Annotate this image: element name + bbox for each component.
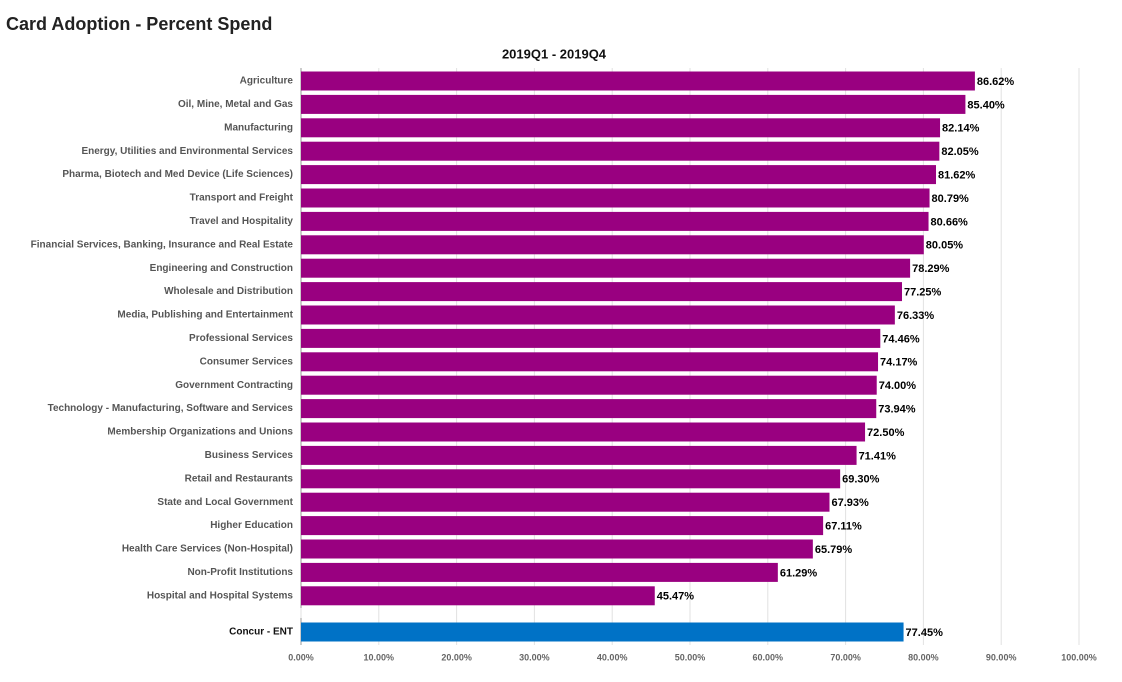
value-label: 67.93% — [831, 497, 869, 509]
category-label: Business Services — [205, 450, 294, 461]
bar — [301, 71, 975, 91]
value-label: 67.11% — [825, 521, 862, 533]
category-label: Retail and Restaurants — [185, 473, 294, 484]
chart-title: Card Adoption - Percent Spend — [6, 14, 272, 34]
value-label: 71.41% — [859, 450, 897, 462]
value-label: 69.30% — [842, 474, 880, 486]
value-label: 82.14% — [942, 123, 980, 135]
bar — [301, 375, 877, 395]
x-tick-label: 20.00% — [441, 652, 472, 662]
value-label: 65.79% — [815, 544, 853, 556]
value-label: 77.45% — [906, 627, 944, 639]
value-label: 78.29% — [912, 263, 950, 275]
bar — [301, 211, 929, 231]
category-label: Technology - Manufacturing, Software and… — [48, 403, 294, 414]
category-label: Wholesale and Distribution — [164, 286, 293, 297]
category-label: Consumer Services — [200, 356, 294, 367]
value-label: 74.00% — [879, 380, 917, 392]
value-label: 73.94% — [878, 404, 916, 416]
category-label: Energy, Utilities and Environmental Serv… — [81, 146, 293, 157]
bar — [301, 165, 937, 185]
bar — [301, 188, 930, 208]
x-tick-label: 80.00% — [908, 652, 939, 662]
category-label: Concur - ENT — [229, 627, 293, 638]
x-tick-label: 60.00% — [753, 652, 784, 662]
x-tick-label: 70.00% — [830, 652, 861, 662]
bar — [301, 141, 940, 161]
bar — [301, 258, 911, 278]
value-label: 85.40% — [967, 99, 1005, 111]
category-label: Transport and Freight — [190, 193, 294, 204]
bar — [301, 305, 895, 325]
category-label: Agriculture — [240, 76, 294, 87]
category-label: Oil, Mine, Metal and Gas — [178, 99, 293, 110]
bar — [301, 562, 778, 582]
value-label: 61.29% — [780, 567, 818, 579]
category-label: Membership Organizations and Unions — [107, 427, 293, 438]
value-label: 72.50% — [867, 427, 905, 439]
category-label: Non-Profit Institutions — [187, 567, 293, 578]
category-label: State and Local Government — [157, 497, 293, 508]
category-label: Travel and Hospitality — [190, 216, 294, 227]
category-label: Government Contracting — [175, 380, 293, 391]
value-label: 81.62% — [938, 170, 976, 182]
bar — [301, 399, 877, 419]
category-label: Media, Publishing and Entertainment — [117, 310, 293, 321]
category-label: Higher Education — [210, 520, 293, 531]
bar — [301, 94, 966, 114]
value-label: 80.79% — [932, 193, 970, 205]
value-label: 76.33% — [897, 310, 935, 322]
category-label: Financial Services, Banking, Insurance a… — [31, 239, 294, 250]
value-label: 77.25% — [904, 287, 942, 299]
category-label: Health Care Services (Non-Hospital) — [122, 544, 293, 555]
category-label: Hospital and Hospital Systems — [147, 590, 294, 601]
bar — [301, 469, 841, 489]
value-label: 86.62% — [977, 76, 1015, 88]
value-label: 74.46% — [882, 333, 920, 345]
x-tick-label: 100.00% — [1061, 652, 1097, 662]
category-label: Professional Services — [189, 333, 293, 344]
bar — [301, 492, 830, 512]
x-tick-label: 30.00% — [519, 652, 550, 662]
value-label: 45.47% — [657, 591, 695, 603]
bar — [301, 622, 904, 642]
bar — [301, 328, 881, 348]
value-label: 74.17% — [880, 357, 918, 369]
bar — [301, 282, 903, 302]
x-tick-label: 50.00% — [675, 652, 706, 662]
value-label: 80.05% — [926, 240, 964, 252]
bar — [301, 422, 866, 442]
value-label: 82.05% — [941, 146, 979, 158]
category-label: Manufacturing — [224, 122, 293, 133]
x-tick-label: 0.00% — [288, 652, 314, 662]
bar — [301, 539, 813, 559]
chart-subtitle: 2019Q1 - 2019Q4 — [502, 46, 607, 61]
value-label: 80.66% — [931, 216, 969, 228]
bar — [301, 352, 879, 372]
x-tick-label: 40.00% — [597, 652, 628, 662]
bar — [301, 586, 655, 606]
bar — [301, 235, 924, 255]
x-tick-label: 10.00% — [364, 652, 395, 662]
bar — [301, 445, 857, 465]
bar — [301, 516, 824, 536]
x-tick-label: 90.00% — [986, 652, 1017, 662]
bar — [301, 118, 941, 138]
category-label: Pharma, Biotech and Med Device (Life Sci… — [62, 169, 293, 180]
category-label: Engineering and Construction — [150, 263, 293, 274]
